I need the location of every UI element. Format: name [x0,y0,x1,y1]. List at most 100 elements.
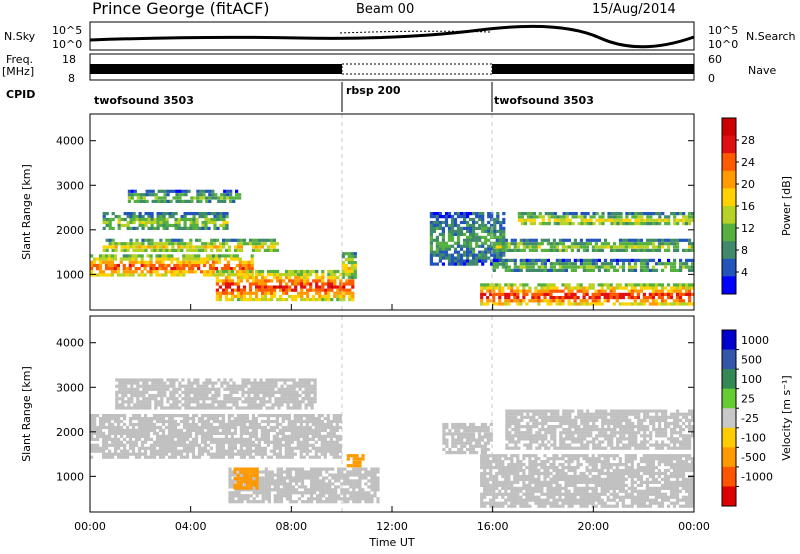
echo-cell-velocity-0 [176,431,181,435]
echo-cell-velocity-1 [187,394,191,398]
echo-cell-power-6 [487,247,491,251]
echo-cell-velocity-0 [167,455,172,459]
echo-cell-velocity-2 [258,470,262,474]
echo-cell-velocity-2 [343,497,347,501]
echo-cell-power-7 [591,299,595,303]
echo-cell-velocity-0 [230,414,234,418]
echo-cell-velocity-6 [522,480,526,484]
echo-cell-power-6 [459,262,464,266]
echo-cell-velocity-6 [483,454,487,458]
echo-cell-velocity-1 [265,390,269,394]
echo-cell-velocity-0 [242,455,246,459]
echo-cell-power-6 [435,215,439,219]
echo-cell-velocity-6 [498,504,502,508]
echo-cell-power-4 [230,273,235,277]
echo-cell-velocity-1 [214,397,218,401]
echo-cell-power-9 [498,248,502,252]
echo-cell-power-6 [475,235,479,239]
echo-cell-power-6 [450,223,455,228]
echo-cell-power-6 [435,244,439,248]
echo-cell-power-4 [315,279,319,283]
echo-cell-power-3 [199,193,203,197]
echo-cell-velocity-2 [294,473,299,477]
echo-cell-power-2 [189,212,193,216]
echo-cell-power-2 [225,226,229,230]
echo-cell-power-8 [579,265,583,269]
echo-cell-velocity-0 [179,428,184,432]
echo-cell-power-6 [502,232,506,236]
echo-cell-velocity-6 [507,492,511,496]
echo-cell-velocity-0 [158,449,163,453]
echo-cell-power-4 [264,285,268,289]
echo-cell-power-2 [144,217,148,222]
echo-cell-velocity-0 [302,437,306,441]
echo-cell-velocity-0 [161,446,166,450]
echo-cell-power-8 [546,258,550,262]
echo-cell-power-7 [606,292,610,296]
echo-cell-velocity-2 [346,500,350,504]
echo-cell-velocity-6 [537,474,541,479]
echo-cell-velocity-0 [90,434,94,438]
echo-cell-velocity-6 [531,489,535,493]
echo-cell-velocity-0 [96,449,100,453]
echo-cell-velocity-1 [205,403,209,407]
echo-cell-velocity-6 [513,480,517,484]
echo-cell-velocity-0 [111,452,115,456]
echo-cell-power-10 [541,218,545,222]
echo-cell-power-8 [561,268,565,272]
echo-cell-velocity-1 [118,397,122,401]
echo-cell-velocity-0 [275,440,279,444]
echo-cell-power-3 [202,189,206,193]
echo-cell-power-8 [552,268,556,272]
echo-cell-velocity-2 [264,479,268,483]
echo-cell-velocity-0 [200,434,205,438]
echo-cell-velocity-5 [445,441,449,445]
echo-cell-power-2 [219,217,223,222]
echo-cell-power-4 [267,298,271,302]
echo-cell-power-8 [516,268,520,272]
echo-cell-power-2 [132,226,136,230]
echo-cell-power-7 [660,299,665,303]
echo-cell-velocity-5 [480,435,484,439]
echo-cell-velocity-1 [268,406,272,410]
echo-cell-velocity-4 [346,457,350,461]
echo-cell-velocity-0 [257,452,261,456]
echo-cell-power-6 [429,212,433,216]
echo-cell-velocity-6 [498,466,502,470]
echo-cell-velocity-1 [241,387,245,391]
echo-cell-power-4 [218,279,222,283]
echo-cell-velocity-0 [182,443,187,447]
echo-cell-velocity-2 [346,479,350,483]
echo-cell-power-9 [531,238,535,242]
echo-cell-power-7 [612,296,616,300]
echo-cell-velocity-3 [246,467,250,471]
echo-cell-power-6 [459,256,464,260]
echo-cell-velocity-5 [454,451,458,455]
echo-cell-power-0 [238,267,242,271]
echo-cell-power-3 [238,196,242,200]
echo-cell-velocity-0 [146,431,151,435]
echo-cell-power-7 [591,292,595,296]
echo-cell-power-4 [233,282,238,286]
echo-cell-velocity-0 [224,431,228,435]
echo-cell-power-8 [492,262,496,266]
echo-cell-velocity-1 [163,390,167,394]
echo-cell-power-0 [211,263,216,268]
echo-cell-velocity-3 [236,473,240,477]
echo-cell-velocity-0 [266,417,270,421]
echo-cell-velocity-5 [451,422,455,427]
echo-cell-velocity-0 [278,422,282,427]
echo-cell-velocity-0 [218,422,222,427]
echo-cell-velocity-5 [451,441,455,445]
echo-cell-power-4 [315,282,319,286]
echo-cell-power-4 [273,269,277,274]
echo-cell-power-4 [264,279,268,283]
echo-cell-velocity-0 [293,446,297,450]
echo-cell-power-5 [353,272,357,277]
echo-cell-velocity-0 [134,422,139,427]
echo-cell-power-4 [318,291,322,295]
echo-cell-power-2 [159,223,163,228]
echo-cell-velocity-2 [361,473,365,477]
echo-cell-power-9 [549,245,553,249]
echo-cell-velocity-6 [540,498,544,502]
